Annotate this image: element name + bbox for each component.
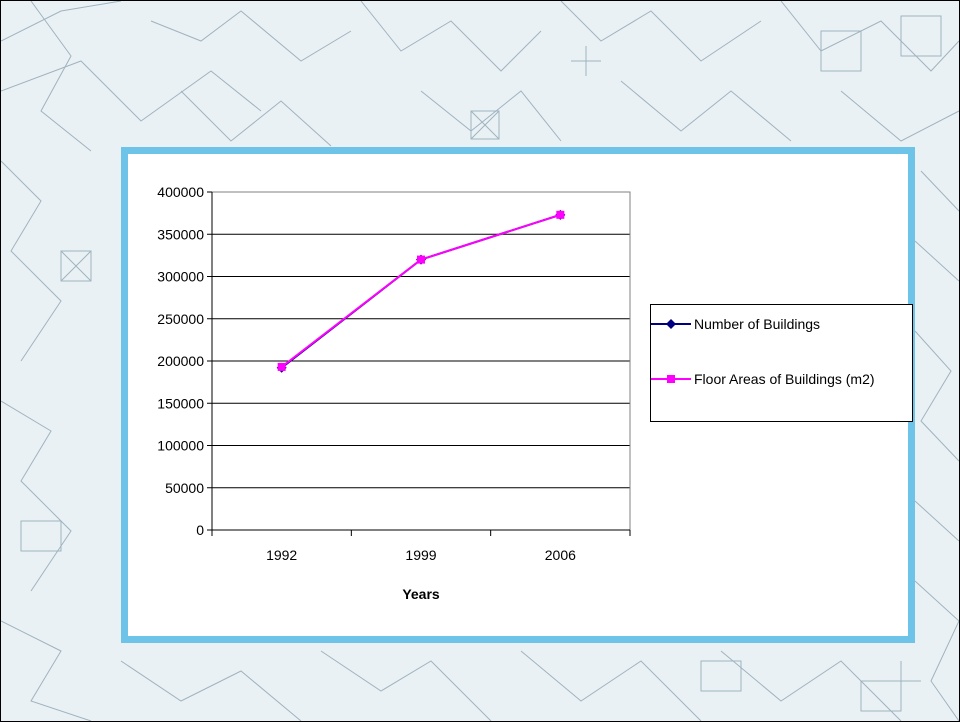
- chart-legend: Number of Buildings Floor Areas of Build…: [650, 304, 913, 422]
- data-point-square: [417, 255, 425, 264]
- y-tick-label: 400000: [157, 184, 204, 200]
- y-tick-label: 250000: [157, 311, 204, 327]
- y-tick-label: 50000: [165, 480, 204, 496]
- data-point-square: [277, 362, 286, 371]
- gridlines: [212, 191, 630, 489]
- series-layer: [276, 209, 566, 373]
- series-line-0: [281, 213, 561, 369]
- line-chart: 0 50000 100000 150000 200000 250000 300000 3500…: [157, 184, 631, 602]
- x-tick-label: 1999: [405, 547, 436, 563]
- diamond-marker-icon: [651, 319, 691, 329]
- y-tick-label: 150000: [157, 395, 204, 411]
- y-tick-label: 200000: [157, 353, 204, 369]
- y-tick-label: 300000: [157, 269, 204, 285]
- y-tick-label: 350000: [157, 226, 204, 242]
- legend-label: Number of Buildings: [694, 316, 821, 332]
- data-point-square: [556, 210, 565, 219]
- y-tick-label: 0: [196, 522, 204, 538]
- x-axis-title: Years: [402, 586, 440, 602]
- chart-container: 0 50000 100000 150000 200000 250000 300000 3500…: [121, 147, 915, 643]
- x-tick-label: 2006: [545, 547, 576, 563]
- y-axis: 0 50000 100000 150000 200000 250000 300000 3500…: [157, 184, 213, 538]
- legend-item-floor-areas: Floor Areas of Buildings (m2): [651, 369, 875, 389]
- legend-item-number-of-buildings: Number of Buildings: [651, 314, 820, 334]
- legend-label: Floor Areas of Buildings (m2): [694, 371, 875, 387]
- series-line-1: [281, 213, 561, 368]
- x-axis: 1992 1999 2006: [211, 529, 631, 563]
- square-marker-icon: [651, 375, 691, 383]
- x-tick-label: 1992: [266, 547, 297, 563]
- y-tick-label: 100000: [157, 438, 204, 454]
